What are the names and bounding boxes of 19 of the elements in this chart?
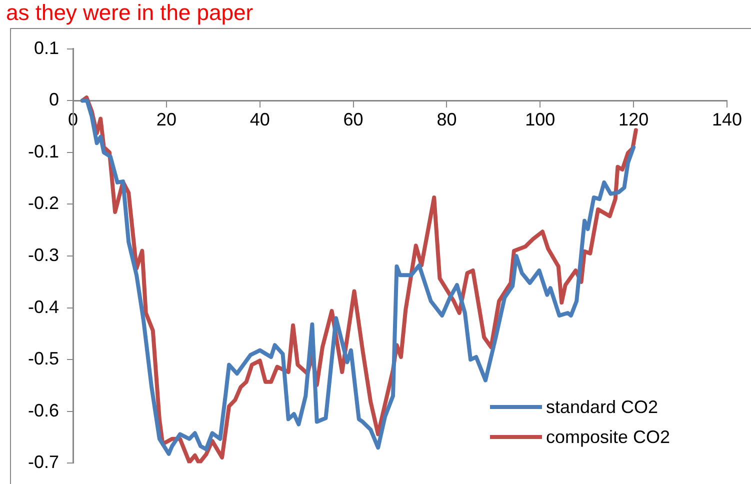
y-tick-label: -0.7	[28, 452, 60, 472]
x-tick-label: 100	[525, 109, 556, 130]
y-tick-label: -0.4	[28, 296, 60, 317]
y-tick-label: -0.6	[28, 400, 60, 420]
chart-title: as they were in the paper	[6, 0, 254, 26]
y-tick-label: 0.1	[34, 38, 60, 58]
x-tick-label: 120	[618, 109, 649, 130]
x-tick-label: 60	[343, 109, 364, 130]
legend-label: standard CO2	[546, 396, 658, 418]
x-tick-label: 140	[712, 109, 742, 130]
y-tick-label: 0	[49, 90, 60, 110]
x-tick-label: 40	[250, 109, 270, 130]
x-tick-label: 80	[436, 109, 457, 130]
y-tick-label: -0.3	[28, 244, 60, 265]
y-tick-label: -0.1	[28, 141, 60, 162]
legend-label: composite CO2	[546, 426, 670, 448]
y-tick-label: -0.5	[28, 348, 60, 369]
x-tick-label: 20	[156, 109, 176, 130]
y-tick-label: -0.2	[28, 193, 60, 214]
